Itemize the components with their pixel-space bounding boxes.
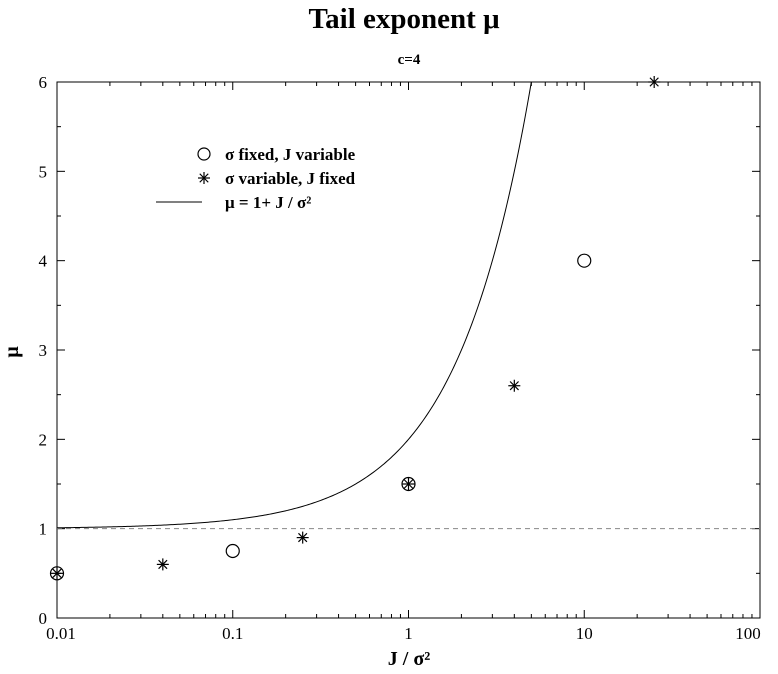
asterisk-point	[508, 379, 521, 392]
data-points	[49, 76, 661, 581]
x-tick-label: 10	[576, 624, 593, 643]
series-line-mu-formula	[56, 81, 532, 529]
asterisk-stroke	[509, 381, 519, 391]
y-axis-label: μ	[1, 346, 23, 358]
legend-label-formula: μ = 1+ J / σ²	[225, 193, 311, 212]
x-tick-label: 100	[735, 624, 761, 643]
asterisk-stroke	[52, 568, 62, 579]
circle-point	[49, 566, 65, 581]
circle-point	[401, 476, 416, 492]
asterisk-point	[296, 531, 309, 544]
legend-asterisk-glyph	[198, 172, 210, 184]
y-tick-label: 0	[39, 609, 48, 628]
asterisk-stroke	[649, 77, 659, 87]
asterisk-stroke	[298, 532, 308, 543]
y-tick-label: 6	[39, 73, 48, 92]
y-tick-label: 2	[39, 430, 48, 449]
legend-asterisk-marker	[198, 172, 210, 184]
y-tick-label: 4	[39, 252, 48, 271]
x-tick-label: 1	[404, 624, 413, 643]
x-axis-ticks: 0.01 0.1 1 10 100	[46, 82, 761, 643]
y-tick-label: 3	[39, 341, 48, 360]
x-axis-label: J / σ²	[388, 648, 430, 670]
y-axis-ticks: 0 1 2 3 4 5 6	[39, 73, 760, 628]
y-tick-label: 1	[39, 520, 48, 539]
chart-subtitle: c=4	[398, 52, 421, 68]
legend-circle-marker	[197, 147, 211, 161]
legend: σ fixed, J variable σ variable, J fixed …	[156, 145, 356, 212]
asterisk-point	[402, 478, 415, 490]
chart-title: Tail exponent μ	[308, 3, 500, 35]
x-tick-label: 0.1	[222, 624, 243, 643]
asterisk-stroke	[158, 559, 168, 570]
asterisk-point	[648, 76, 661, 88]
circle-point	[577, 253, 592, 268]
plot-frame	[56, 81, 761, 619]
asterisk-stroke	[403, 479, 414, 489]
asterisk-point	[51, 567, 63, 580]
asterisk-stroke	[199, 173, 209, 183]
legend-label-sigma-fixed: σ fixed, J variable	[225, 145, 356, 164]
asterisk-point	[156, 558, 169, 571]
y-tick-label: 5	[39, 162, 48, 181]
legend-label-sigma-variable: σ variable, J fixed	[225, 169, 356, 188]
x-tick-label: 0.01	[46, 624, 76, 643]
circle-point	[225, 543, 240, 559]
